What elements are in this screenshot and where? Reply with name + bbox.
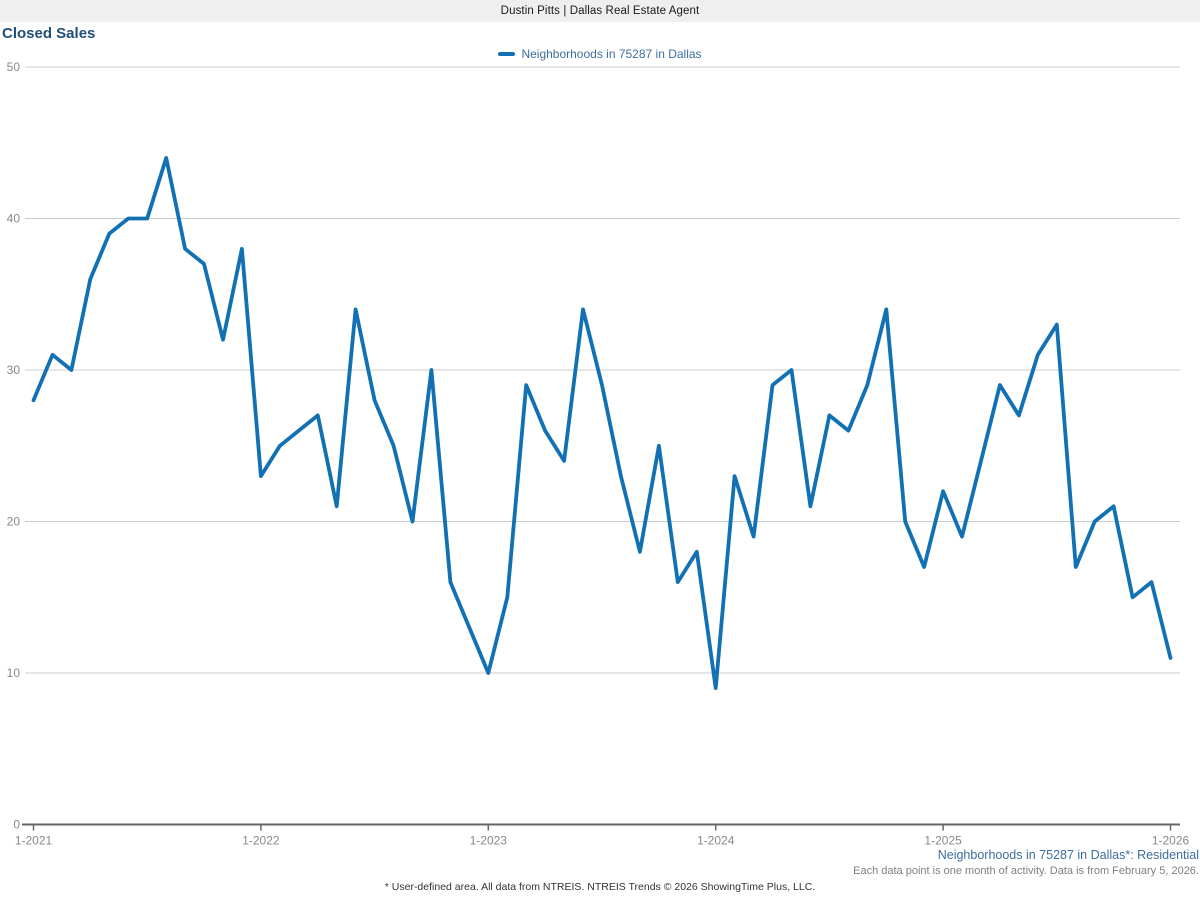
- x-axis-label-1-2022: 1-2022: [242, 834, 280, 848]
- legend-label: Neighborhoods in 75287 in Dallas: [521, 47, 702, 61]
- data-note: Each data point is one month of activity…: [853, 865, 1199, 877]
- series-note: Neighborhoods in 75287 in Dallas*: Resid…: [937, 848, 1199, 862]
- header-bar: Dustin Pitts | Dallas Real Estate Agent: [0, 0, 1200, 22]
- y-axis-label-30: 30: [7, 363, 21, 377]
- y-axis-label-50: 50: [7, 60, 21, 74]
- x-axis-label-1-2024: 1-2024: [697, 834, 735, 848]
- x-axis-label-1-2023: 1-2023: [470, 834, 508, 848]
- chart-title: Closed Sales: [2, 25, 96, 42]
- x-axis-label-1-2026: 1-2026: [1152, 834, 1190, 848]
- y-axis-label-20: 20: [7, 515, 21, 529]
- x-axis-label-1-2021: 1-2021: [15, 834, 53, 848]
- disclaimer: * User-defined area. All data from NTREI…: [384, 881, 816, 893]
- y-axis-label-10: 10: [7, 666, 21, 680]
- footer-notes: Neighborhoods in 75287 in Dallas*: Resid…: [853, 847, 1199, 879]
- x-axis-label-1-2025: 1-2025: [924, 834, 962, 848]
- header-title: Dustin Pitts | Dallas Real Estate Agent: [500, 5, 700, 17]
- legend[interactable]: Neighborhoods in 75287 in Dallas: [0, 46, 1200, 62]
- y-axis-label-40: 40: [7, 212, 21, 226]
- y-axis-label-0: 0: [13, 818, 20, 832]
- legend-line-swatch: [498, 52, 516, 56]
- series-line-closed-sales: [31, 155, 1173, 690]
